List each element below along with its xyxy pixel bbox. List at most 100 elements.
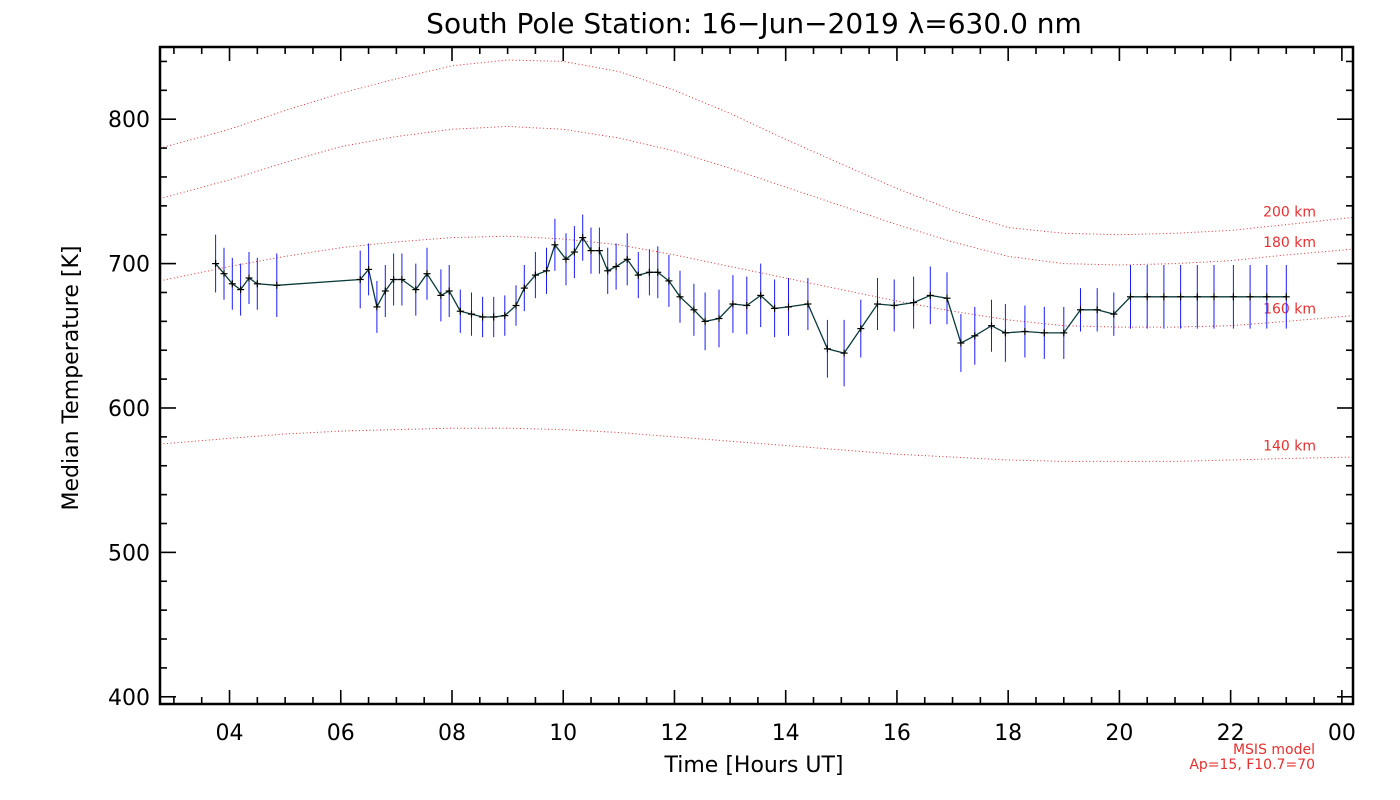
data-point	[957, 339, 965, 347]
data-points	[212, 234, 1290, 357]
x-tick-label: 18	[994, 721, 1022, 746]
y-axis-tick-labels: 400 500 600 700 800	[108, 108, 150, 711]
data-point	[804, 300, 812, 308]
data-point	[237, 286, 245, 294]
data-point	[381, 287, 389, 295]
data-point	[971, 332, 979, 340]
x-tick-label: 16	[883, 721, 911, 746]
data-point	[1093, 306, 1101, 314]
data-point	[743, 302, 751, 309]
data-point	[468, 310, 475, 318]
x-tick-label: 20	[1105, 721, 1133, 746]
model-curves	[159, 59, 1354, 462]
plot-frame	[158, 45, 1355, 706]
data-point	[1282, 293, 1290, 301]
x-axis-tick-labels: 04 06 08 10 12 14 16 18 20 22 00	[216, 721, 1356, 746]
data-point	[634, 271, 642, 279]
data-point	[757, 291, 765, 299]
x-tick-label: 12	[661, 721, 689, 746]
x-axis-ticks	[173, 47, 1343, 704]
model-curve-160-km	[159, 235, 1354, 328]
x-tick-label: 04	[216, 721, 244, 746]
data-point	[1077, 306, 1084, 314]
error-bars	[215, 214, 1287, 387]
chart-title: South Pole Station: 16−Jun−2019 λ=630.0 …	[426, 7, 1082, 40]
model-curve-200-km	[159, 59, 1354, 236]
data-point	[604, 267, 612, 275]
x-tick-label: 08	[438, 721, 466, 746]
data-point	[365, 265, 373, 273]
data-point	[645, 268, 653, 276]
y-tick-label: 500	[108, 541, 150, 566]
data-point	[356, 276, 364, 283]
data-point	[1060, 329, 1068, 337]
model-curve-label: 140 km	[1263, 439, 1316, 455]
data-point	[390, 276, 398, 283]
data-point	[220, 270, 228, 278]
data-point	[412, 286, 420, 294]
data-point	[910, 299, 918, 307]
data-series-line	[215, 236, 1287, 354]
y-tick-label: 400	[108, 686, 150, 711]
data-point	[253, 280, 261, 288]
y-tick-label: 600	[108, 397, 150, 422]
data-point	[595, 247, 603, 255]
data-point	[543, 267, 550, 275]
data-point	[512, 302, 520, 309]
model-curve-140-km	[159, 427, 1354, 462]
model-curve-label: 160 km	[1263, 301, 1316, 317]
data-point	[531, 271, 539, 279]
x-tick-label: 06	[327, 721, 355, 746]
data-point	[1040, 329, 1048, 337]
data-point	[823, 345, 831, 353]
data-point	[771, 304, 779, 312]
model-curve-label: 200 km	[1263, 205, 1316, 221]
data-point	[1001, 329, 1009, 337]
data-point	[1177, 293, 1185, 301]
data-point	[1246, 293, 1254, 301]
data-point	[988, 322, 995, 330]
data-point	[570, 248, 578, 256]
data-point	[273, 281, 281, 289]
data-point	[874, 300, 881, 308]
y-tick-label: 700	[108, 253, 150, 278]
x-tick-label: 22	[1217, 721, 1245, 746]
data-point	[1263, 293, 1271, 301]
model-curve-180-km	[159, 125, 1354, 266]
data-point	[729, 300, 737, 308]
data-point	[228, 280, 236, 288]
data-point	[701, 317, 709, 325]
data-point	[943, 294, 951, 302]
data-point	[926, 291, 934, 299]
data-point	[1127, 293, 1134, 301]
x-tick-label: 00	[1328, 721, 1356, 746]
data-point	[690, 306, 698, 314]
model-curve-label: 180 km	[1263, 235, 1316, 251]
y-axis-ticks	[160, 60, 1353, 698]
data-point	[654, 268, 662, 276]
data-point	[456, 307, 464, 315]
model-labels: 200 km 180 km 160 km 140 km	[1263, 205, 1316, 455]
data-point	[579, 234, 587, 242]
data-point	[398, 276, 406, 283]
data-point	[551, 241, 559, 249]
data-point	[785, 303, 792, 311]
x-axis-label: Time [Hours UT]	[664, 753, 844, 778]
data-point	[479, 313, 487, 321]
data-point	[445, 287, 453, 295]
data-point	[1143, 293, 1151, 301]
data-point	[1110, 310, 1118, 318]
data-point	[715, 315, 723, 322]
data-point	[1021, 328, 1029, 335]
data-point	[665, 277, 673, 285]
data-point	[1193, 293, 1201, 301]
data-point	[562, 255, 570, 263]
data-point	[857, 325, 865, 333]
data-point	[612, 263, 620, 270]
data-point	[676, 293, 684, 301]
data-point	[373, 303, 381, 311]
data-point	[1229, 293, 1237, 301]
x-tick-label: 14	[772, 721, 800, 746]
data-point	[1160, 293, 1168, 301]
